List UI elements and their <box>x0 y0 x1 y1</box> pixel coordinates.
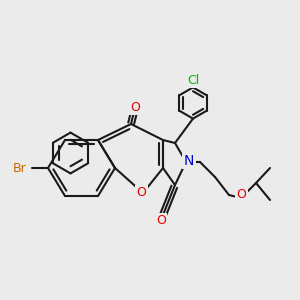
Text: Br: Br <box>12 161 26 175</box>
Text: N: N <box>184 154 194 168</box>
Text: O: O <box>237 188 247 201</box>
Text: O: O <box>156 214 166 227</box>
Text: Cl: Cl <box>187 74 199 87</box>
Text: O: O <box>136 187 146 200</box>
Text: O: O <box>130 101 140 114</box>
